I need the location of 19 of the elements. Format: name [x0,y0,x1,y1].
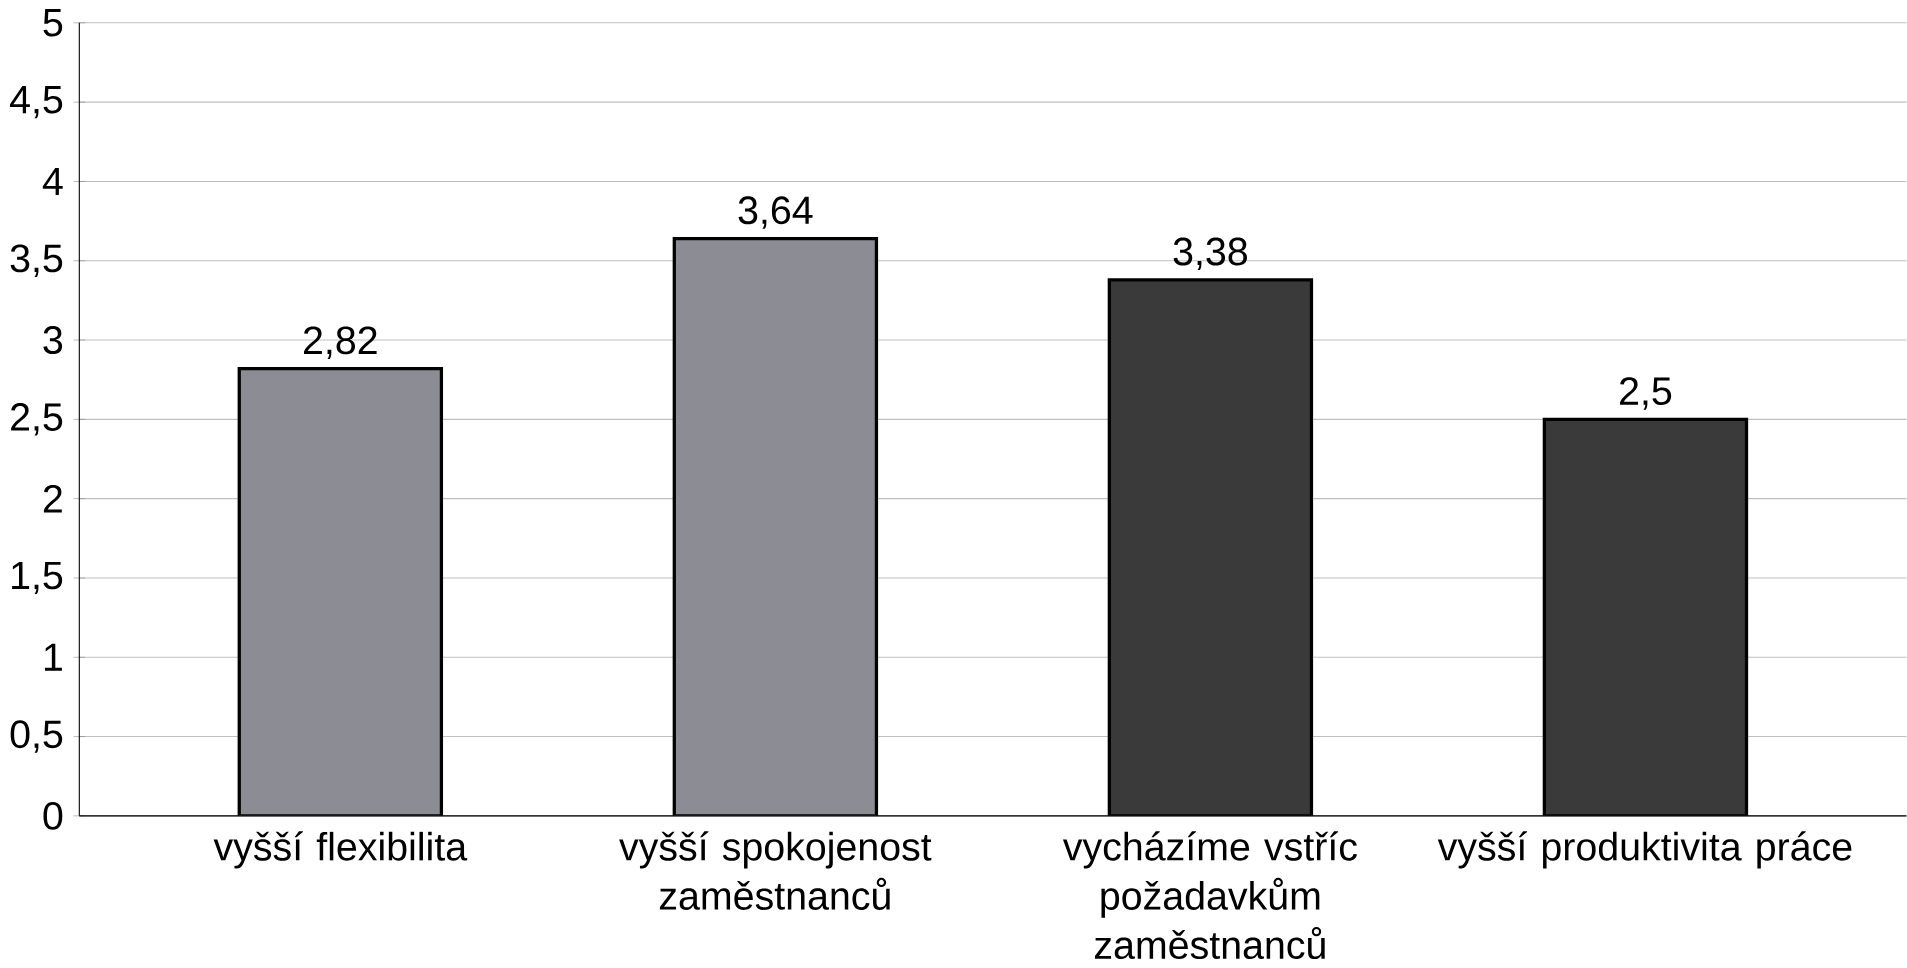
x-tick-label: vyšší spokojenost zaměstnanců [619,831,932,910]
data-label: 3,38 [1173,237,1247,270]
y-tick-label: 0 [43,801,63,830]
y-tick-label: 2 [43,484,62,513]
data-label: 2,82 [304,326,377,359]
x-tick-label: vycházíme vstříc požadavkům zaměstnanců [1062,831,1357,959]
y-tick-label: 0,5 [10,720,63,753]
y-tick-label: 5 [43,8,63,37]
y-tick-label: 2,5 [11,403,63,436]
data-label: 3,64 [738,196,813,229]
y-tick-label: 1,5 [12,561,63,594]
x-tick-label: vyšší produktivita práce [1437,831,1852,869]
y-tick-label: 1 [44,643,62,671]
x-tick-label: vyšší flexibilita [213,831,468,869]
y-tick-label: 3 [43,326,63,354]
data-label: 2,5 [1620,377,1672,410]
y-tick-label: 4,5 [10,85,63,119]
y-tick-label: 4 [42,167,63,195]
y-tick-label: 3,5 [10,244,63,277]
